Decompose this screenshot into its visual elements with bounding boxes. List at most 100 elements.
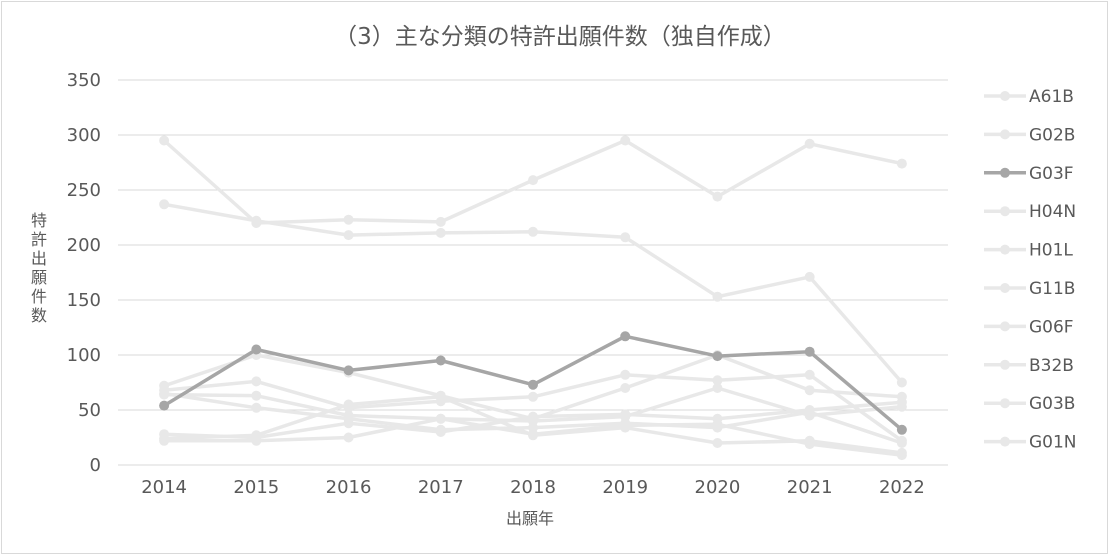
x-tick-label: 2020 xyxy=(695,477,741,498)
legend-item-g01n: G01N xyxy=(984,433,1077,453)
data-point xyxy=(528,175,538,186)
y-axis-title: 特許出願件数 xyxy=(31,211,47,325)
data-point xyxy=(896,438,907,448)
data-point xyxy=(251,435,262,446)
x-tick-label: 2022 xyxy=(879,477,925,498)
y-axis-title-char: 数 xyxy=(31,306,47,325)
x-tick-label: 2016 xyxy=(326,477,372,498)
data-point xyxy=(620,420,631,431)
data-point xyxy=(159,435,170,446)
data-point xyxy=(528,411,538,422)
data-point xyxy=(712,191,723,202)
legend-label: G11B xyxy=(1029,279,1075,299)
y-tick-label: 0 xyxy=(90,455,101,476)
y-axis-title-char: 特 xyxy=(31,211,47,230)
data-point xyxy=(528,391,538,402)
legend-marker xyxy=(1000,321,1010,332)
series-a61b xyxy=(159,135,907,228)
x-axis-ticks: 2014 2015 2016 2017 2018 2019 2020 2021 2022 xyxy=(141,477,925,498)
legend-marker xyxy=(1000,91,1010,101)
legend-label: A61B xyxy=(1029,87,1074,107)
legend-item-b32b: B32B xyxy=(984,356,1074,376)
legend-item-g02b: G02B xyxy=(984,125,1075,145)
data-point xyxy=(804,138,815,149)
legend-item-g11b: G11B xyxy=(984,279,1075,299)
data-point xyxy=(896,377,907,388)
legend-marker xyxy=(1000,398,1010,409)
series-g03f xyxy=(159,331,907,435)
data-point xyxy=(251,376,262,387)
y-axis-title-char: 件 xyxy=(31,287,47,306)
y-axis-title-char: 許 xyxy=(31,230,47,249)
series-g01n xyxy=(159,413,907,461)
y-tick-label: 250 xyxy=(67,180,101,201)
data-point xyxy=(620,409,631,420)
legend-marker xyxy=(1000,283,1010,293)
chart-title: （3）主な分類の特許出願件数（独自作成） xyxy=(334,24,786,50)
data-point xyxy=(251,215,262,226)
legend-item-h01l: H01L xyxy=(984,241,1073,261)
legend-marker xyxy=(1000,359,1010,370)
legend-marker xyxy=(1000,167,1010,178)
data-point xyxy=(251,344,262,355)
data-point xyxy=(804,405,815,415)
data-point xyxy=(435,227,446,238)
data-point xyxy=(620,369,631,380)
data-point xyxy=(804,271,815,282)
data-point xyxy=(620,383,631,393)
data-point xyxy=(343,365,354,376)
data-point xyxy=(435,413,446,424)
data-point xyxy=(804,439,815,450)
legend-item-g03b: G03B xyxy=(984,394,1075,414)
data-point xyxy=(712,375,723,386)
series-g02b xyxy=(159,199,907,388)
data-point xyxy=(343,432,354,443)
x-tick-label: 2021 xyxy=(787,477,833,498)
x-tick-label: 2019 xyxy=(602,477,648,498)
data-point xyxy=(620,232,631,243)
legend-label: B32B xyxy=(1029,356,1074,376)
data-point xyxy=(435,391,446,402)
series-layer xyxy=(159,135,907,461)
x-tick-label: 2018 xyxy=(510,477,556,498)
data-point xyxy=(896,424,907,435)
data-point xyxy=(896,397,907,408)
data-point xyxy=(435,216,446,227)
data-point xyxy=(804,346,815,357)
data-point xyxy=(159,400,170,411)
y-tick-label: 50 xyxy=(78,400,101,421)
y-axis-title-char: 願 xyxy=(31,268,47,287)
y-tick-label: 300 xyxy=(67,125,101,146)
data-point xyxy=(712,351,723,362)
legend-label: G06F xyxy=(1029,317,1074,337)
data-point xyxy=(251,402,262,413)
legend-marker xyxy=(1000,244,1010,255)
y-tick-label: 200 xyxy=(67,235,101,256)
legend-marker xyxy=(1000,436,1010,447)
y-tick-label: 350 xyxy=(67,70,101,91)
data-point xyxy=(712,438,723,448)
legend-label: G02B xyxy=(1029,125,1075,145)
legend-item-a61b: A61B xyxy=(984,87,1074,107)
data-point xyxy=(712,383,723,393)
legend-item-g03f: G03F xyxy=(984,164,1074,184)
data-point xyxy=(159,199,170,210)
y-tick-label: 100 xyxy=(67,345,101,366)
legend: A61B G02B G03F H04N H01L G11B G06F B32B G03B G01N xyxy=(984,87,1077,453)
data-point xyxy=(159,135,170,146)
data-point xyxy=(435,355,446,366)
legend-label: G03F xyxy=(1029,164,1074,184)
data-point xyxy=(343,399,354,410)
data-point xyxy=(804,385,815,396)
data-point xyxy=(712,419,723,430)
x-tick-label: 2015 xyxy=(233,477,279,498)
x-tick-label: 2017 xyxy=(418,477,464,498)
x-axis-title: 出願年 xyxy=(506,509,554,528)
y-axis-title-char: 出 xyxy=(31,249,47,268)
data-point xyxy=(528,379,538,390)
y-axis-ticks: 0 50 100 150 200 250 300 350 xyxy=(67,70,101,476)
legend-marker xyxy=(1000,206,1010,217)
x-tick-label: 2014 xyxy=(141,477,187,498)
